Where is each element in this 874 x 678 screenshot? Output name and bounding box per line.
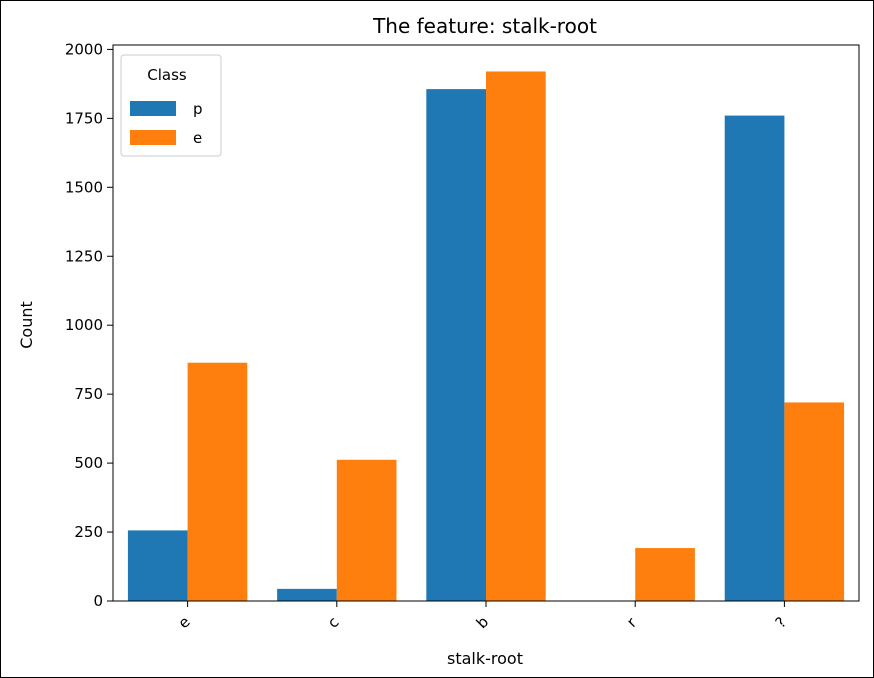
y-tick-label: 1750 bbox=[65, 109, 103, 127]
bar-p-b bbox=[426, 89, 486, 601]
y-tick-label: 1000 bbox=[65, 316, 103, 334]
bar-p-unknown bbox=[724, 115, 785, 601]
y-tick-label: 500 bbox=[74, 454, 103, 472]
x-axis-label: stalk-root bbox=[447, 649, 523, 668]
chart-title: The feature: stalk-root bbox=[372, 14, 597, 38]
x-tick-label: c bbox=[324, 613, 343, 632]
legend-swatch-p bbox=[130, 101, 176, 116]
x-axis: e c b r? bbox=[174, 601, 790, 632]
x-tick-label: b bbox=[473, 613, 492, 632]
y-tick-label: 0 bbox=[93, 592, 103, 610]
legend-label-e: e bbox=[193, 129, 202, 147]
x-tick-label: e bbox=[174, 613, 193, 632]
legend-label-p: p bbox=[193, 100, 203, 118]
y-tick-label: 2000 bbox=[65, 40, 103, 58]
bars-group bbox=[127, 71, 845, 602]
bar-e-e bbox=[187, 362, 248, 601]
bar-e-unknown bbox=[784, 402, 845, 601]
y-tick-label: 1500 bbox=[65, 178, 103, 196]
y-tick-label: 750 bbox=[74, 385, 103, 403]
bar-p-c bbox=[277, 588, 337, 601]
y-axis-label: Count bbox=[17, 301, 36, 349]
bar-e-r bbox=[635, 548, 695, 601]
y-axis: 0 250 500 750 1000 1250 1500 1750 2000 bbox=[65, 40, 113, 610]
x-tick-label: ? bbox=[772, 613, 790, 631]
legend-title: Class bbox=[147, 66, 187, 84]
x-tick-label: r bbox=[623, 613, 641, 631]
y-tick-label: 1250 bbox=[65, 247, 103, 265]
bar-e-b bbox=[486, 71, 546, 602]
bar-e-c bbox=[336, 459, 397, 601]
y-tick-label: 250 bbox=[74, 523, 103, 541]
legend: Class p e bbox=[120, 54, 222, 157]
bar-p-e bbox=[127, 530, 188, 601]
legend-swatch-e bbox=[130, 130, 176, 145]
plot-area-border bbox=[112, 44, 860, 602]
